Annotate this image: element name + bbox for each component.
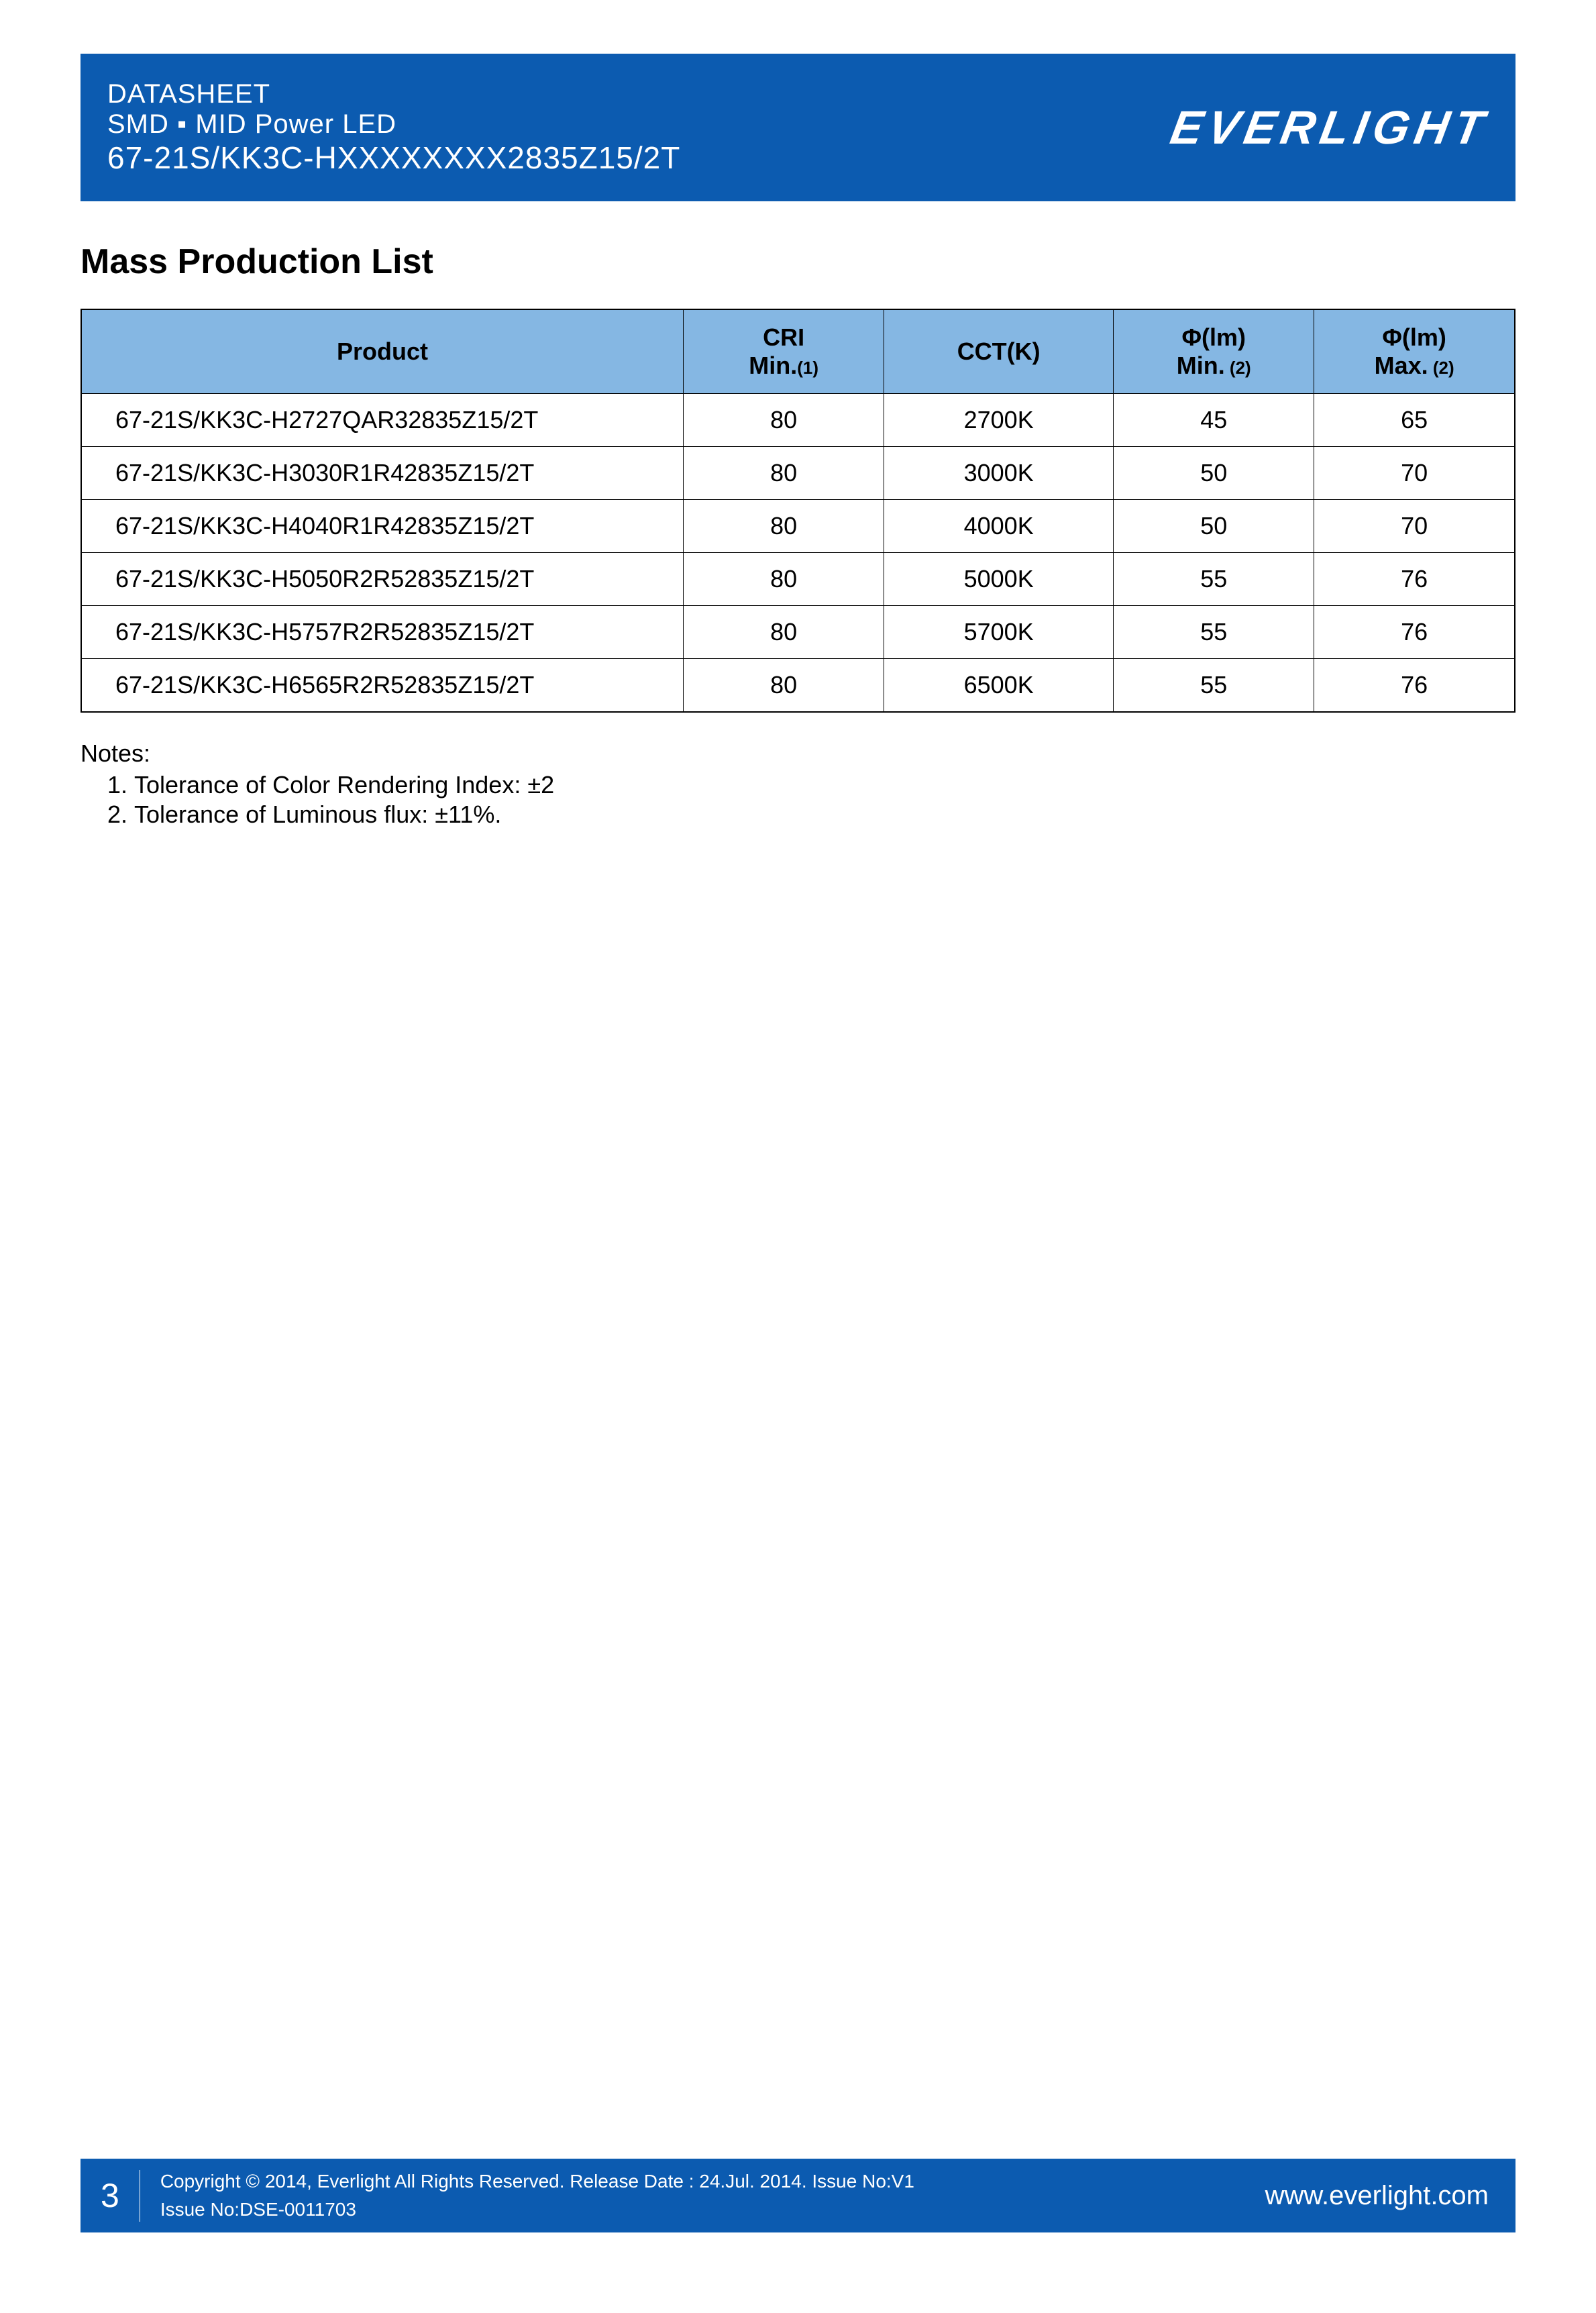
cell-product: 67-21S/KK3C-H3030R1R42835Z15/2T xyxy=(81,447,684,500)
cell-cct: 3000K xyxy=(884,447,1114,500)
cell-cri: 80 xyxy=(684,553,884,606)
footer-banner: 3 Copyright © 2014, Everlight All Rights… xyxy=(81,2159,1515,2232)
cell-max: 76 xyxy=(1314,553,1515,606)
cell-max: 76 xyxy=(1314,606,1515,659)
header-text-block: DATASHEET SMD ▪ MID Power LED 67-21S/KK3… xyxy=(107,79,680,176)
cell-cri: 80 xyxy=(684,606,884,659)
note-item: Tolerance of Luminous flux: ±11%. xyxy=(134,801,1515,829)
cell-product: 67-21S/KK3C-H5050R2R52835Z15/2T xyxy=(81,553,684,606)
everlight-logo: EVERLIGHT xyxy=(1167,101,1493,154)
notes-title: Notes: xyxy=(81,739,1515,768)
notes-list: Tolerance of Color Rendering Index: ±2 T… xyxy=(114,771,1515,829)
table-row: 67-21S/KK3C-H5050R2R52835Z15/2T 80 5000K… xyxy=(81,553,1515,606)
notes-section: Notes: Tolerance of Color Rendering Inde… xyxy=(81,739,1515,829)
footer-copyright: Copyright © 2014, Everlight All Rights R… xyxy=(140,2167,1265,2224)
table-row: 67-21S/KK3C-H6565R2R52835Z15/2T 80 6500K… xyxy=(81,659,1515,713)
cell-cct: 6500K xyxy=(884,659,1114,713)
cell-cct: 5700K xyxy=(884,606,1114,659)
table-row: 67-21S/KK3C-H5757R2R52835Z15/2T 80 5700K… xyxy=(81,606,1515,659)
table-body: 67-21S/KK3C-H2727QAR32835Z15/2T 80 2700K… xyxy=(81,394,1515,713)
footer-line2: Issue No:DSE-0011703 xyxy=(160,2196,1265,2224)
note-item: Tolerance of Color Rendering Index: ±2 xyxy=(134,771,1515,799)
header-line-datasheet: DATASHEET xyxy=(107,79,680,109)
cell-product: 67-21S/KK3C-H2727QAR32835Z15/2T xyxy=(81,394,684,447)
header-banner: DATASHEET SMD ▪ MID Power LED 67-21S/KK3… xyxy=(81,54,1515,201)
section-title: Mass Production List xyxy=(81,242,1515,282)
table-row: 67-21S/KK3C-H2727QAR32835Z15/2T 80 2700K… xyxy=(81,394,1515,447)
cell-cct: 4000K xyxy=(884,500,1114,553)
cell-min: 55 xyxy=(1114,553,1314,606)
cell-cri: 80 xyxy=(684,447,884,500)
cell-product: 67-21S/KK3C-H5757R2R52835Z15/2T xyxy=(81,606,684,659)
page-number: 3 xyxy=(81,2170,140,2222)
header-line-part-number: 67-21S/KK3C-HXXXXXXXX2835Z15/2T xyxy=(107,140,680,176)
cell-product: 67-21S/KK3C-H6565R2R52835Z15/2T xyxy=(81,659,684,713)
col-header-cri: CRI Min.(1) xyxy=(684,309,884,394)
cell-min: 55 xyxy=(1114,606,1314,659)
cell-min: 45 xyxy=(1114,394,1314,447)
content-area: Mass Production List Product CRI Min.(1)… xyxy=(81,242,1515,829)
cell-max: 65 xyxy=(1314,394,1515,447)
cell-max: 70 xyxy=(1314,447,1515,500)
table-row: 67-21S/KK3C-H4040R1R42835Z15/2T 80 4000K… xyxy=(81,500,1515,553)
production-list-table: Product CRI Min.(1) CCT(K) Φ(lm) Min. (2… xyxy=(81,309,1515,713)
cell-product: 67-21S/KK3C-H4040R1R42835Z15/2T xyxy=(81,500,684,553)
cell-min: 55 xyxy=(1114,659,1314,713)
cell-cri: 80 xyxy=(684,500,884,553)
cell-max: 76 xyxy=(1314,659,1515,713)
cell-cct: 2700K xyxy=(884,394,1114,447)
col-header-flux-max: Φ(lm) Max. (2) xyxy=(1314,309,1515,394)
cell-cri: 80 xyxy=(684,394,884,447)
header-line-product-type: SMD ▪ MID Power LED xyxy=(107,109,680,140)
footer-url: www.everlight.com xyxy=(1265,2181,1515,2211)
table-header-row: Product CRI Min.(1) CCT(K) Φ(lm) Min. (2… xyxy=(81,309,1515,394)
table-row: 67-21S/KK3C-H3030R1R42835Z15/2T 80 3000K… xyxy=(81,447,1515,500)
col-header-product: Product xyxy=(81,309,684,394)
cell-max: 70 xyxy=(1314,500,1515,553)
col-header-flux-min: Φ(lm) Min. (2) xyxy=(1114,309,1314,394)
cell-min: 50 xyxy=(1114,447,1314,500)
cell-cri: 80 xyxy=(684,659,884,713)
cell-min: 50 xyxy=(1114,500,1314,553)
footer-line1: Copyright © 2014, Everlight All Rights R… xyxy=(160,2167,1265,2196)
cell-cct: 5000K xyxy=(884,553,1114,606)
col-header-cct: CCT(K) xyxy=(884,309,1114,394)
